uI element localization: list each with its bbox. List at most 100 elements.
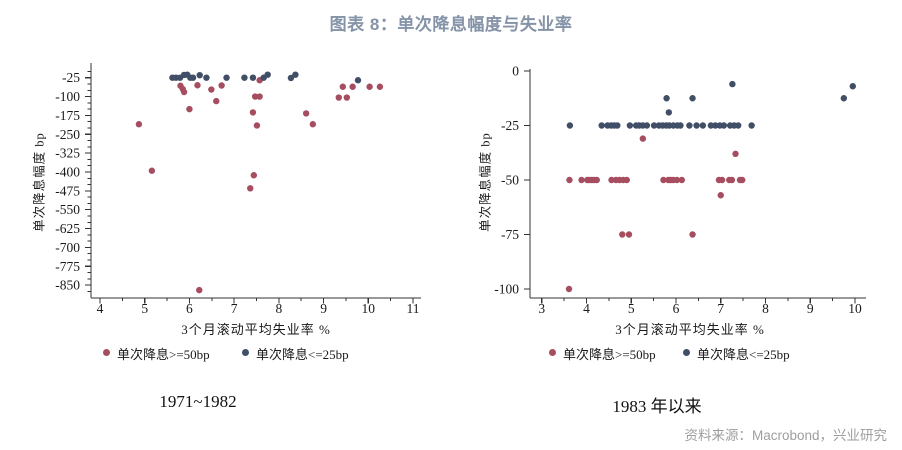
legend-label-le25: 单次降息<=25bp: [697, 347, 790, 362]
data-point: [256, 93, 263, 100]
data-point: [578, 176, 585, 184]
data-point: [194, 82, 201, 89]
data-point: [673, 176, 681, 184]
data-point: [241, 74, 248, 81]
data-point: [566, 122, 574, 129]
data-point: [665, 109, 673, 116]
data-point: [196, 71, 203, 79]
data-point: [643, 122, 651, 129]
x-tick-label: 7: [231, 301, 238, 316]
x-tick-label: 9: [807, 301, 814, 316]
data-point: [250, 172, 258, 179]
data-point: [339, 83, 346, 90]
data-point: [729, 80, 736, 88]
data-point: [292, 71, 299, 78]
data-point: [249, 74, 257, 81]
data-point: [253, 122, 261, 129]
y-tick-label: -850: [55, 278, 80, 293]
legend-marker-le25-icon: [683, 349, 690, 356]
data-point: [566, 176, 573, 184]
left-y-axis-title: 单次降息幅度 bp: [32, 132, 47, 232]
data-point: [717, 192, 724, 199]
data-point: [186, 105, 193, 113]
data-point: [148, 167, 156, 174]
figure-title: 图表 8：单次降息幅度与失业率: [329, 15, 573, 34]
data-point: [354, 77, 362, 84]
y-tick-label: -325: [55, 146, 80, 161]
data-point: [699, 122, 707, 129]
left-chart-plot: -25 -100 -175 -250 -325 -400 -475 -550 -625 -700 -…: [55, 63, 421, 316]
x-tick-label: 6: [673, 301, 680, 316]
data-point: [302, 110, 310, 117]
data-point: [732, 150, 739, 158]
data-point: [249, 109, 257, 116]
legend-label-ge50: 单次降息>=50bp: [563, 347, 656, 362]
data-point: [619, 231, 626, 238]
data-point: [689, 231, 696, 238]
data-point: [728, 176, 736, 184]
data-point: [625, 231, 633, 238]
legend-marker-ge50-icon: [549, 349, 556, 356]
x-tick-label: 7: [717, 301, 724, 316]
data-point: [693, 122, 700, 129]
right-y-axis-title: 单次降息幅度 bp: [478, 132, 493, 232]
data-point: [660, 176, 667, 184]
data-point: [208, 86, 215, 93]
data-point: [189, 74, 197, 81]
right-chart-plot: 0 -25 -50 -75 -100 3 4 5 6 7 8 9 10: [494, 64, 866, 316]
y-tick-label: 0: [512, 64, 519, 79]
data-point: [686, 122, 693, 129]
data-point: [677, 122, 684, 129]
data-point: [251, 93, 259, 100]
right-x-axis-title: 3个月滚动平均失业率 %: [615, 322, 765, 337]
data-point: [663, 95, 670, 102]
data-point: [598, 122, 605, 129]
data-point: [223, 74, 230, 81]
data-point: [739, 176, 746, 184]
data-point: [718, 176, 726, 184]
data-point: [650, 122, 658, 129]
data-point: [734, 122, 742, 129]
y-tick-label: -625: [55, 221, 80, 236]
data-point: [608, 176, 615, 184]
left-chart-caption: 1971~1982: [159, 392, 237, 411]
data-point: [623, 176, 630, 184]
data-point: [593, 176, 600, 184]
x-tick-label: 10: [362, 301, 376, 316]
data-point: [247, 185, 254, 192]
data-point: [689, 95, 696, 102]
y-tick-label: -250: [55, 127, 80, 142]
source-note: 资料来源：Macrobond，兴业研究: [684, 428, 887, 443]
data-point: [218, 82, 225, 89]
legend-label-ge50: 单次降息>=50bp: [117, 347, 210, 362]
x-tick-label: 8: [762, 301, 769, 316]
y-tick-label: -400: [55, 164, 80, 179]
y-tick-label: -100: [494, 282, 519, 297]
right-chart-caption: 1983 年以来: [612, 397, 702, 416]
data-point: [614, 122, 621, 129]
data-point: [366, 83, 373, 90]
y-tick-label: -175: [55, 108, 80, 123]
y-tick-label: -50: [501, 173, 519, 188]
data-point: [678, 176, 685, 184]
x-tick-label: 4: [583, 301, 590, 316]
y-tick-label: -700: [55, 240, 80, 255]
data-point: [565, 285, 573, 293]
data-point: [196, 286, 203, 294]
x-tick-label: 11: [406, 301, 419, 316]
legend-marker-le25-icon: [242, 349, 249, 356]
x-tick-label: 6: [186, 301, 193, 316]
y-tick-label: -75: [501, 227, 519, 242]
x-tick-label: 4: [97, 301, 104, 316]
y-tick-label: -775: [55, 259, 80, 274]
data-point: [264, 71, 271, 78]
x-tick-label: 5: [141, 301, 148, 316]
data-point: [343, 94, 351, 101]
data-point: [849, 83, 856, 90]
y-tick-label: -475: [55, 183, 80, 198]
data-point: [203, 74, 210, 81]
data-point: [707, 122, 715, 129]
data-point: [720, 122, 728, 129]
x-tick-label: 3: [538, 301, 545, 316]
